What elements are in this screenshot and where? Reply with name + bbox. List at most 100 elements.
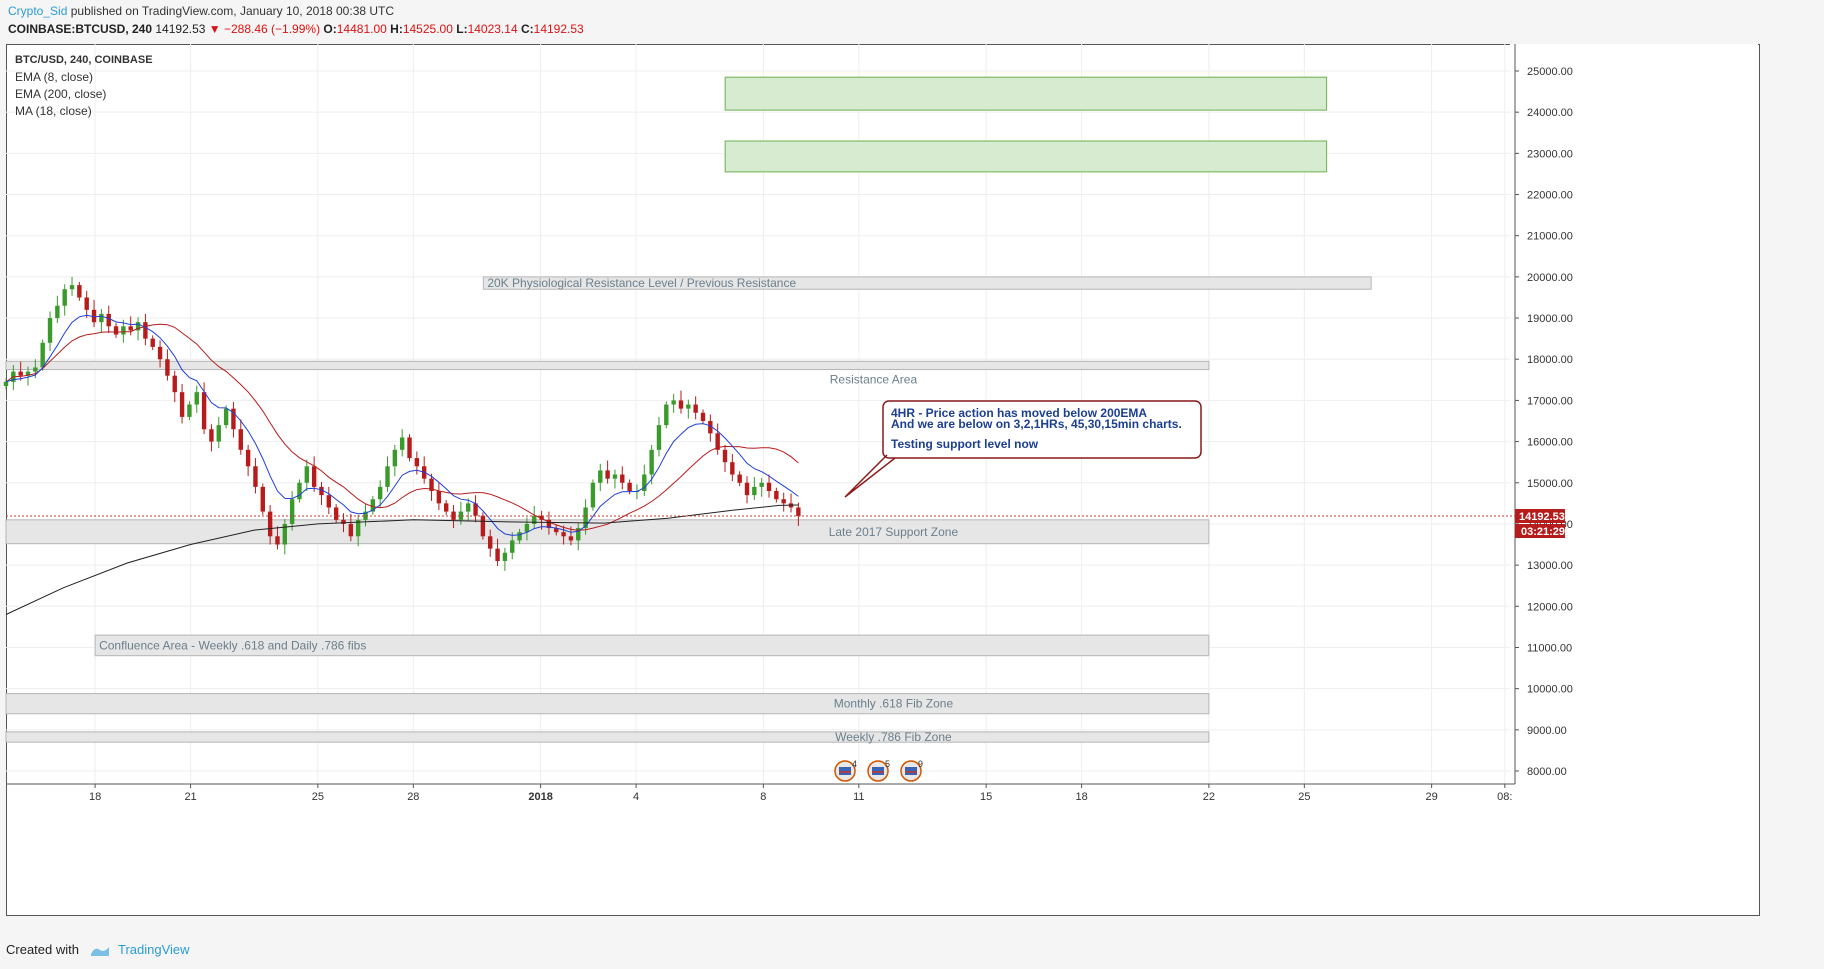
candle-body (671, 400, 676, 405)
zone-box[interactable] (5, 693, 1210, 715)
candle-body (473, 503, 478, 516)
candle-body (605, 470, 610, 479)
candle-body (25, 371, 31, 376)
candle-body (480, 515, 486, 537)
candle-body (135, 322, 141, 331)
candle-body (121, 326, 126, 335)
candle-body (3, 381, 9, 386)
candle-body (546, 519, 552, 529)
candle-body (216, 425, 221, 442)
candle-body (55, 305, 60, 319)
author-link[interactable]: Crypto_Sid (8, 4, 68, 18)
y-tick-label: 9000.00 (1527, 725, 1567, 737)
candle-body (297, 482, 302, 500)
candle-body (796, 507, 801, 517)
callout-pointer (844, 454, 896, 498)
ema200-line (5, 504, 799, 615)
candle-body (620, 474, 625, 483)
open-label: O: (323, 22, 337, 36)
legend-title: BTC/USD, 240, COINBASE (15, 54, 153, 66)
x-tick-label: 8 (760, 791, 766, 803)
x-tick-label: 4 (633, 791, 639, 803)
x-tick-label: 25 (1298, 791, 1310, 803)
candle-body (267, 511, 273, 537)
candle-body (576, 528, 581, 541)
zone-box[interactable] (94, 634, 1210, 657)
y-tick-label: 15000.00 (1527, 478, 1573, 490)
legend-ema200[interactable]: EMA (200, close) (15, 87, 107, 101)
x-tick-label: 28 (407, 791, 419, 803)
event-count: 9 (918, 759, 923, 769)
candle-body (209, 429, 214, 442)
y-tick-label: 13000.00 (1527, 560, 1573, 572)
x-tick-label: 08: (1497, 791, 1512, 803)
candle-body (326, 495, 332, 508)
y-tick-label: 23000.00 (1527, 148, 1573, 160)
candle-body (627, 482, 632, 491)
target-zone-box[interactable] (724, 140, 1328, 173)
zone-label: Confluence Area - Weekly .618 and Daily … (99, 638, 366, 652)
candle-body (333, 507, 339, 520)
candle-body (466, 503, 471, 512)
legend-ma18[interactable]: MA (18, close) (15, 104, 92, 118)
candle-body (781, 499, 786, 504)
candle-body (47, 318, 53, 343)
candle-body (414, 458, 420, 467)
callout-text-line2: And we are below on 3,2,1HRs, 45,30,15mi… (891, 417, 1182, 431)
y-tick-label: 25000.00 (1527, 66, 1573, 78)
candle-body (113, 326, 119, 335)
candle-body (370, 499, 376, 512)
candle-body (363, 511, 368, 520)
legend-ema8[interactable]: EMA (8, close) (15, 70, 94, 84)
candle-body (128, 326, 133, 331)
candle-body (678, 400, 684, 409)
candle-body (488, 536, 493, 549)
callout-box[interactable] (882, 400, 1202, 459)
callout-text-line1: 4HR - Price action has moved below 200EM… (891, 406, 1147, 420)
y-tick-label: 17000.00 (1527, 395, 1573, 407)
target-zone-box[interactable] (724, 76, 1328, 111)
created-with-text: Created with (6, 942, 79, 957)
candle-body (33, 367, 38, 372)
candle-body (664, 404, 669, 426)
y-tick-label: 21000.00 (1527, 231, 1573, 243)
candle-body (392, 449, 398, 467)
zone-box[interactable] (5, 519, 1210, 545)
candle-body (524, 523, 530, 533)
tradingview-link[interactable]: TradingView (118, 942, 190, 957)
y-tick-label: 10000.00 (1527, 684, 1573, 696)
candle-body (649, 449, 654, 475)
candle-body (722, 449, 728, 463)
callout-text-line3: Testing support level now (891, 437, 1039, 451)
candle-body (744, 482, 750, 496)
candle-body (311, 466, 317, 487)
zone-box[interactable] (5, 731, 1210, 743)
zone-label: 20K Physiological Resistance Level / Pre… (487, 276, 796, 290)
zone-box[interactable] (482, 276, 1372, 290)
candle-body (377, 486, 383, 500)
y-tick-label: 19000.00 (1527, 313, 1573, 325)
candle-body (495, 548, 500, 561)
candle-body (260, 486, 265, 512)
close-label: C: (520, 22, 534, 36)
candle-body (429, 478, 434, 491)
x-tick-label: 21 (184, 791, 196, 803)
candle-body (568, 536, 574, 541)
chart-legend: BTC/USD, 240, COINBASE EMA (8, close) EM… (15, 52, 153, 120)
x-tick-label: 11 (853, 791, 864, 803)
candle-body (407, 437, 412, 459)
last-price: 14192.53 (155, 22, 206, 36)
candle-body (656, 425, 662, 450)
event-flag-icon (872, 767, 884, 775)
event-count: 5 (885, 759, 890, 769)
zone-box[interactable] (5, 360, 1210, 371)
price-axis[interactable] (1510, 44, 1758, 784)
zone-label: Weekly .786 Fib Zone (835, 730, 952, 744)
tradingview-logo-icon (90, 946, 109, 956)
candle-body (693, 404, 698, 413)
candle-body (444, 503, 449, 512)
candle-body (752, 486, 757, 496)
candle-body (590, 482, 596, 508)
candle-body (143, 322, 148, 339)
